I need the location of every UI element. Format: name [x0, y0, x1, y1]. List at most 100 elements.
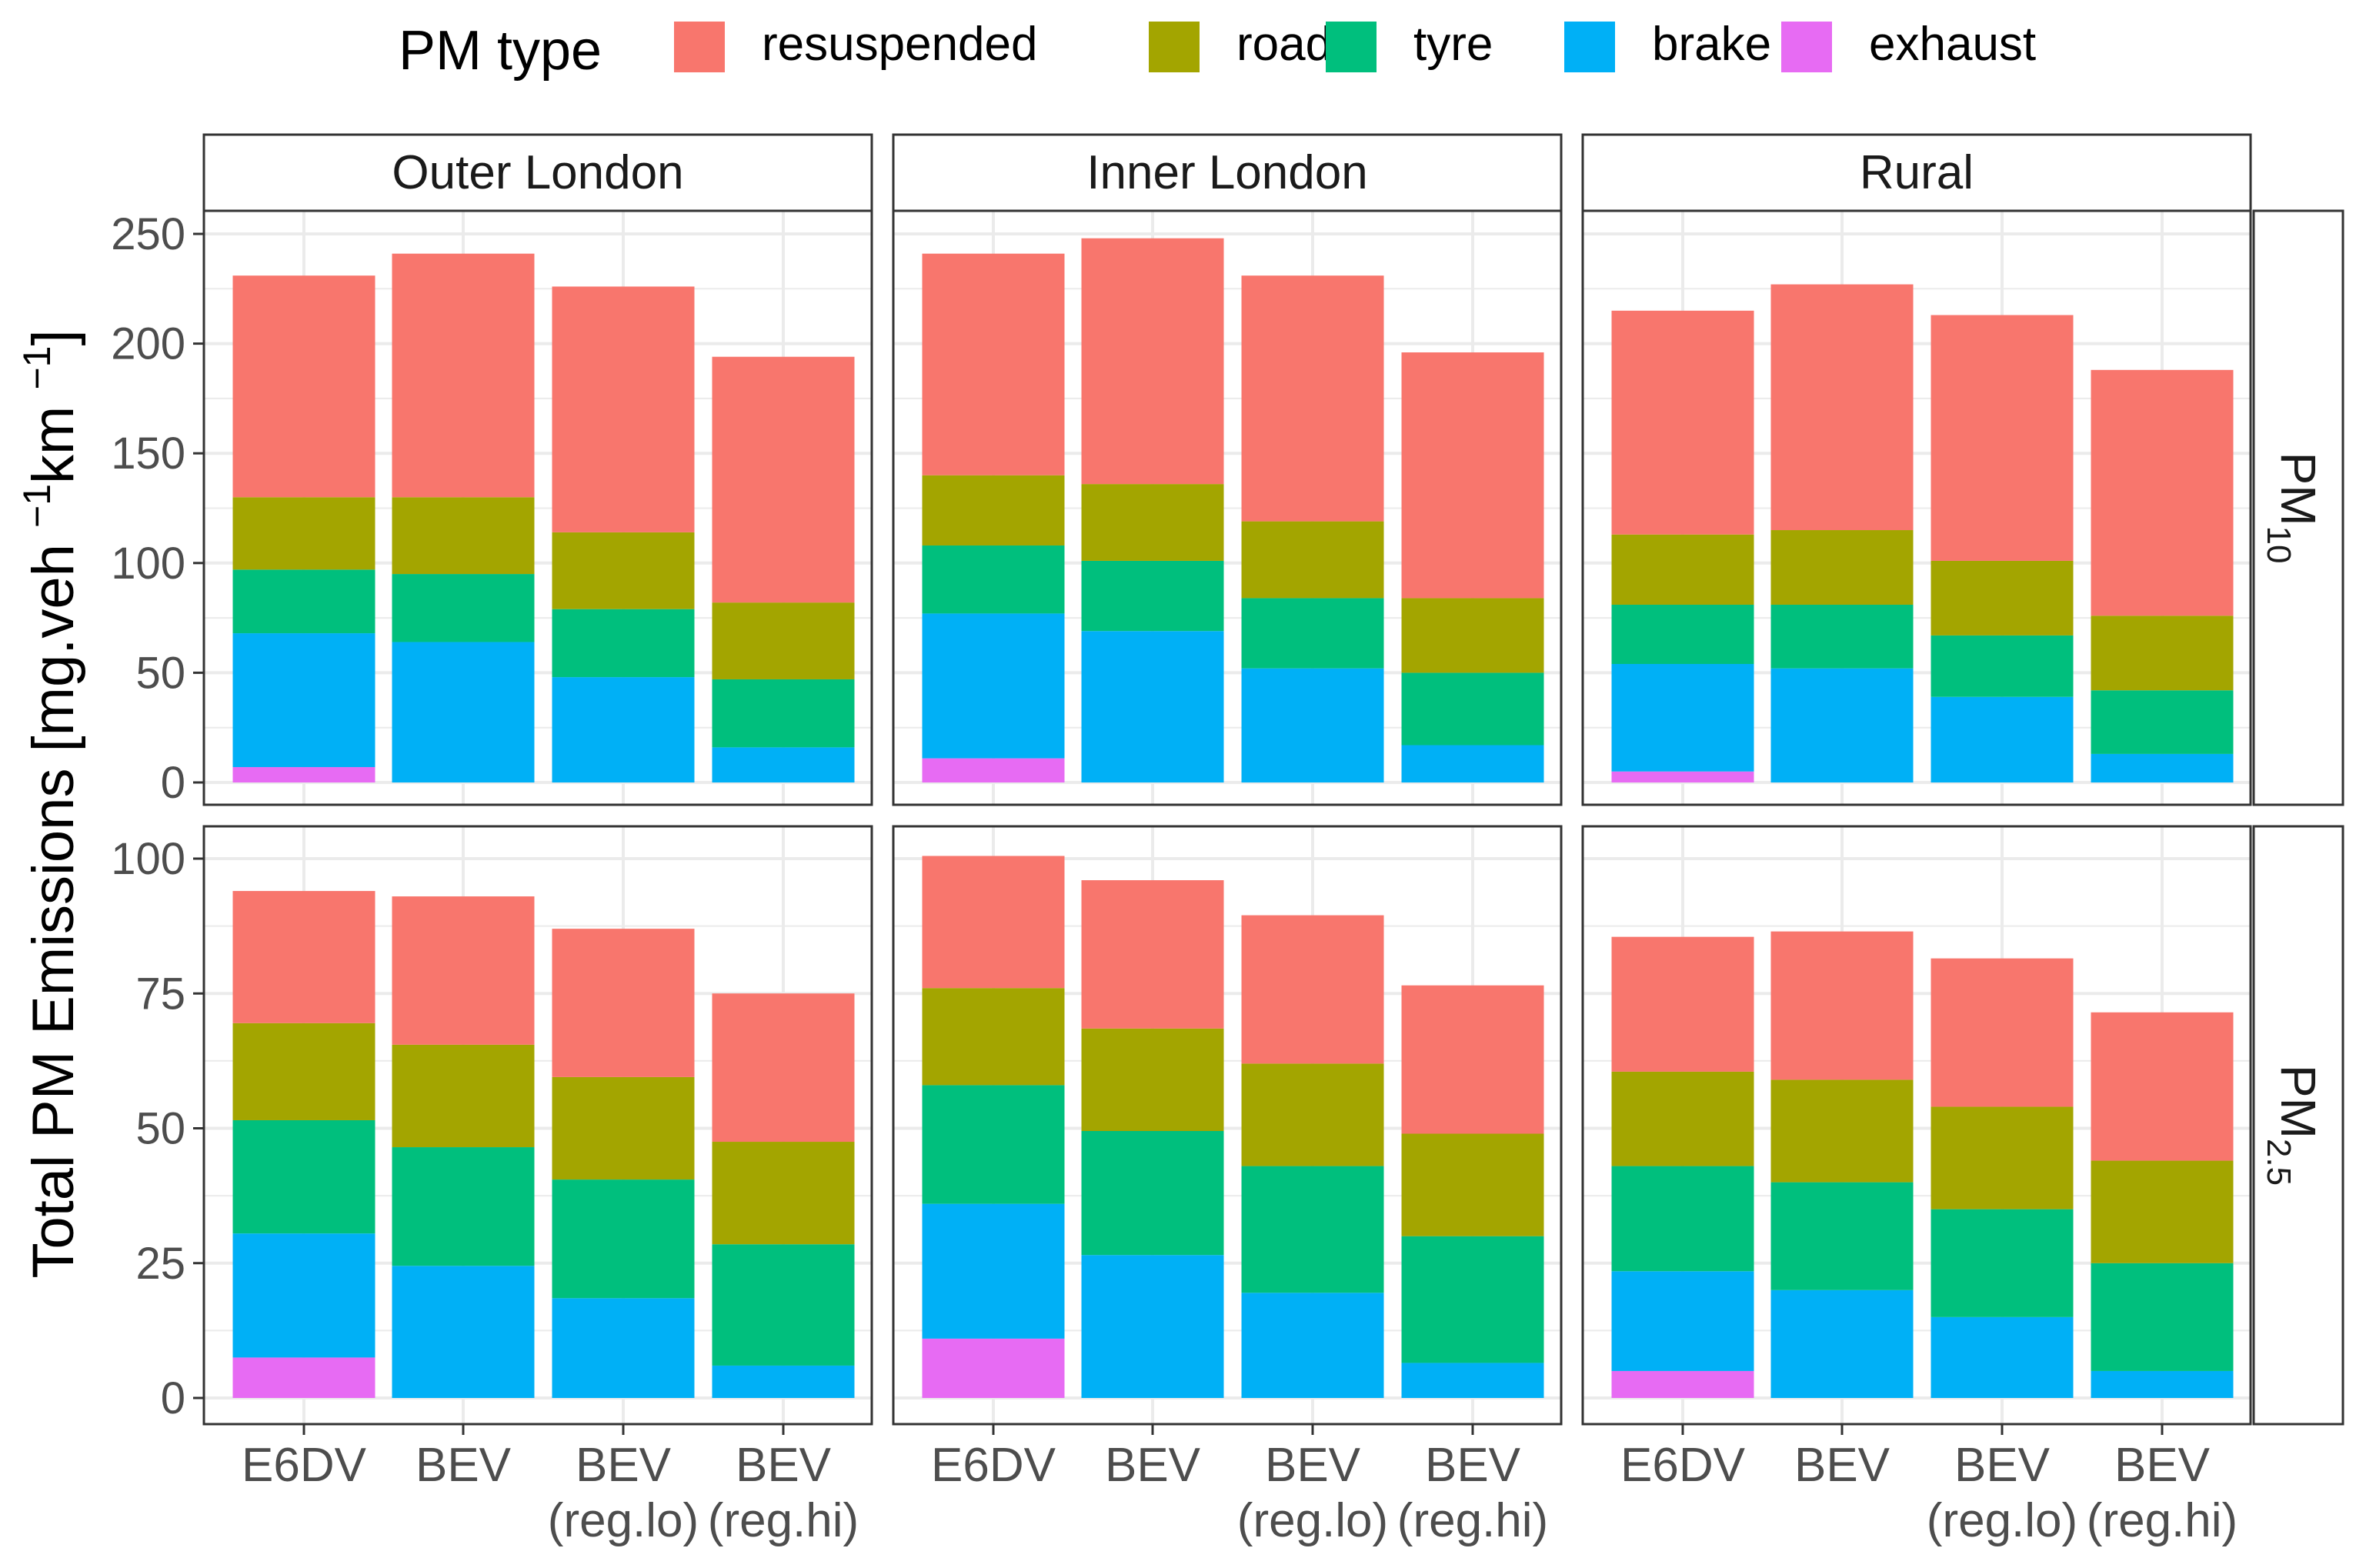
- x-tick-label-line2: (reg.lo): [1237, 1494, 1388, 1547]
- bar-segment-road-pm2-5-inner-london-1: [1081, 1028, 1224, 1132]
- y-tick-label: 0: [161, 1373, 185, 1423]
- bar-segment-road-pm2-5-inner-london-3: [1401, 1133, 1544, 1236]
- bar-segment-tyre-pm10-rural-1: [1770, 604, 1914, 669]
- x-tick-label: BEV: [1954, 1439, 2051, 1492]
- bar-segment-tyre-pm10-inner-london-1: [1081, 560, 1224, 632]
- panel-border: [1581, 825, 2252, 1426]
- bar-segment-tyre-pm2-5-outer-london-0: [232, 1119, 375, 1234]
- x-tick-label: E6DV: [242, 1439, 367, 1492]
- bar-segment-tyre-pm10-outer-london-1: [392, 574, 535, 642]
- legend-label-exhaust: exhaust: [1869, 18, 2036, 71]
- bar-segment-road-pm10-outer-london-1: [392, 497, 535, 575]
- x-tick-label: BEV: [1794, 1439, 1890, 1492]
- y-tick-label: 50: [135, 648, 185, 698]
- x-tick-label: BEV: [576, 1439, 672, 1492]
- bar-segment-resuspended-pm2-5-outer-london-0: [232, 891, 375, 1023]
- bar-segment-exhaust-pm2-5-rural-0: [1611, 1370, 1754, 1398]
- y-axis-title-main: Total PM Emissions [mg.veh: [21, 528, 86, 1279]
- bar-segment-road-pm10-rural-2: [1931, 560, 2074, 636]
- bar-segment-resuspended-pm2-5-rural-0: [1611, 936, 1754, 1072]
- facet-strip-inner-london: [892, 133, 1563, 212]
- bar-segment-resuspended-pm10-rural-1: [1770, 284, 1914, 531]
- x-tick-label: BEV: [1105, 1439, 1201, 1492]
- bar-segment-road-pm2-5-inner-london-0: [922, 988, 1065, 1086]
- bar-segment-brake-pm10-outer-london-3: [712, 747, 855, 782]
- y-axis-title-km: km: [21, 390, 86, 484]
- bar-segment-brake-pm2-5-outer-london-3: [712, 1365, 855, 1398]
- row-strip-label-main: PM: [2271, 1065, 2326, 1139]
- bar-segment-resuspended-pm10-rural-2: [1931, 315, 2074, 561]
- panel-pm10-rural: Rural: [1581, 133, 2252, 806]
- bar-segment-brake-pm10-rural-1: [1770, 668, 1914, 782]
- bar-segment-tyre-pm10-outer-london-3: [712, 679, 855, 748]
- bar-segment-tyre-pm2-5-rural-2: [1931, 1209, 2074, 1317]
- y-tick-label: 200: [111, 319, 185, 369]
- row-strip-box: [2252, 825, 2344, 1426]
- bar-segment-tyre-pm10-inner-london-0: [922, 545, 1065, 614]
- bar-segment-road-pm2-5-inner-london-2: [1241, 1063, 1384, 1166]
- bar-segment-tyre-pm10-outer-london-2: [552, 609, 695, 678]
- bar-segment-resuspended-pm10-outer-london-1: [392, 253, 535, 498]
- bar-segment-brake-pm2-5-outer-london-1: [392, 1266, 535, 1398]
- bar-segment-resuspended-pm2-5-rural-3: [2091, 1012, 2234, 1161]
- bar-segment-brake-pm10-inner-london-0: [922, 613, 1065, 759]
- bar-segment-road-pm10-rural-0: [1611, 534, 1754, 605]
- bar-segment-road-pm10-outer-london-2: [552, 532, 695, 609]
- bar-segment-tyre-pm10-rural-2: [1931, 635, 2074, 697]
- facet-strip-rural: [1581, 133, 2252, 212]
- x-tick-label-line2: (reg.lo): [1927, 1494, 2077, 1547]
- bar-segment-resuspended-pm10-outer-london-0: [232, 275, 375, 498]
- bar-segment-road-pm10-outer-london-3: [712, 602, 855, 679]
- row-strip-label-main: PM: [2271, 452, 2326, 526]
- bar-segment-brake-pm10-outer-london-0: [232, 633, 375, 768]
- bar-segment-tyre-pm2-5-outer-london-2: [552, 1179, 695, 1299]
- bar-segment-resuspended-pm2-5-inner-london-0: [922, 856, 1065, 989]
- bar-segment-brake-pm10-inner-london-2: [1241, 668, 1384, 782]
- bar-segment-road-pm2-5-outer-london-0: [232, 1023, 375, 1120]
- bar-segment-resuspended-pm2-5-outer-london-2: [552, 929, 695, 1077]
- bar-segment-brake-pm2-5-rural-2: [1931, 1316, 2074, 1398]
- y-tick-label: 25: [135, 1239, 185, 1289]
- bar-segment-tyre-pm10-rural-3: [2091, 690, 2234, 754]
- row-strip-label-pm2-5: PM2.5: [2260, 1065, 2326, 1186]
- bar-segment-road-pm10-inner-london-0: [922, 475, 1065, 545]
- y-tick-label: 75: [135, 969, 185, 1019]
- bar-segment-resuspended-pm10-inner-london-1: [1081, 238, 1224, 485]
- bar-segment-brake-pm10-rural-0: [1611, 663, 1754, 772]
- bar-segment-tyre-pm10-rural-0: [1611, 604, 1754, 664]
- panel-border: [202, 825, 873, 1426]
- bar-segment-tyre-pm2-5-rural-3: [2091, 1263, 2234, 1371]
- x-tick-label: BEV: [736, 1439, 832, 1492]
- x-tick-label-line2: (reg.hi): [708, 1494, 859, 1547]
- bar-segment-exhaust-pm10-inner-london-0: [922, 758, 1065, 782]
- bar-segment-resuspended-pm2-5-rural-1: [1770, 931, 1914, 1080]
- bar-segment-brake-pm10-outer-london-1: [392, 642, 535, 782]
- bar-segment-resuspended-pm10-inner-london-2: [1241, 275, 1384, 522]
- bar-segment-resuspended-pm2-5-inner-london-1: [1081, 880, 1224, 1029]
- bar-segment-road-pm2-5-outer-london-1: [392, 1044, 535, 1148]
- bar-segment-tyre-pm2-5-inner-london-1: [1081, 1131, 1224, 1256]
- bar-segment-brake-pm2-5-inner-london-0: [922, 1203, 1065, 1339]
- facet-strip-label-outer-london: Outer London: [392, 146, 683, 199]
- bar-segment-brake-pm10-inner-london-3: [1401, 745, 1544, 782]
- panel-pm10-outer-london: Outer London 0 50 100 150 200 250: [111, 133, 873, 808]
- legend-label-road: road: [1236, 18, 1332, 71]
- bar-segment-resuspended-pm10-rural-3: [2091, 369, 2234, 616]
- bar-segment-resuspended-pm10-outer-london-3: [712, 356, 855, 603]
- bar-segment-tyre-pm2-5-outer-london-3: [712, 1244, 855, 1366]
- facet-row-strip-pm10: PM10: [2252, 209, 2344, 806]
- y-tick-label: 50: [135, 1104, 185, 1154]
- bar-segment-tyre-pm10-inner-london-2: [1241, 598, 1384, 669]
- row-strip-label-pm10: PM10: [2260, 452, 2326, 564]
- bar-segment-brake-pm10-rural-2: [1931, 696, 2074, 782]
- bar-segment-road-pm2-5-outer-london-3: [712, 1142, 855, 1245]
- bar-segment-brake-pm2-5-outer-london-0: [232, 1233, 375, 1358]
- bar-segment-road-pm2-5-rural-0: [1611, 1071, 1754, 1166]
- bar-segment-road-pm2-5-rural-3: [2091, 1160, 2234, 1263]
- panel-pm2-5-rural: E6DV BEV BEV(reg.lo)BEV(reg.hi): [1581, 825, 2252, 1547]
- bar-segment-tyre-pm2-5-rural-0: [1611, 1166, 1754, 1272]
- bar-segment-brake-pm2-5-outer-london-2: [552, 1298, 695, 1398]
- bar-segment-road-pm2-5-outer-london-2: [552, 1076, 695, 1180]
- bar-segment-tyre-pm2-5-inner-london-0: [922, 1085, 1065, 1204]
